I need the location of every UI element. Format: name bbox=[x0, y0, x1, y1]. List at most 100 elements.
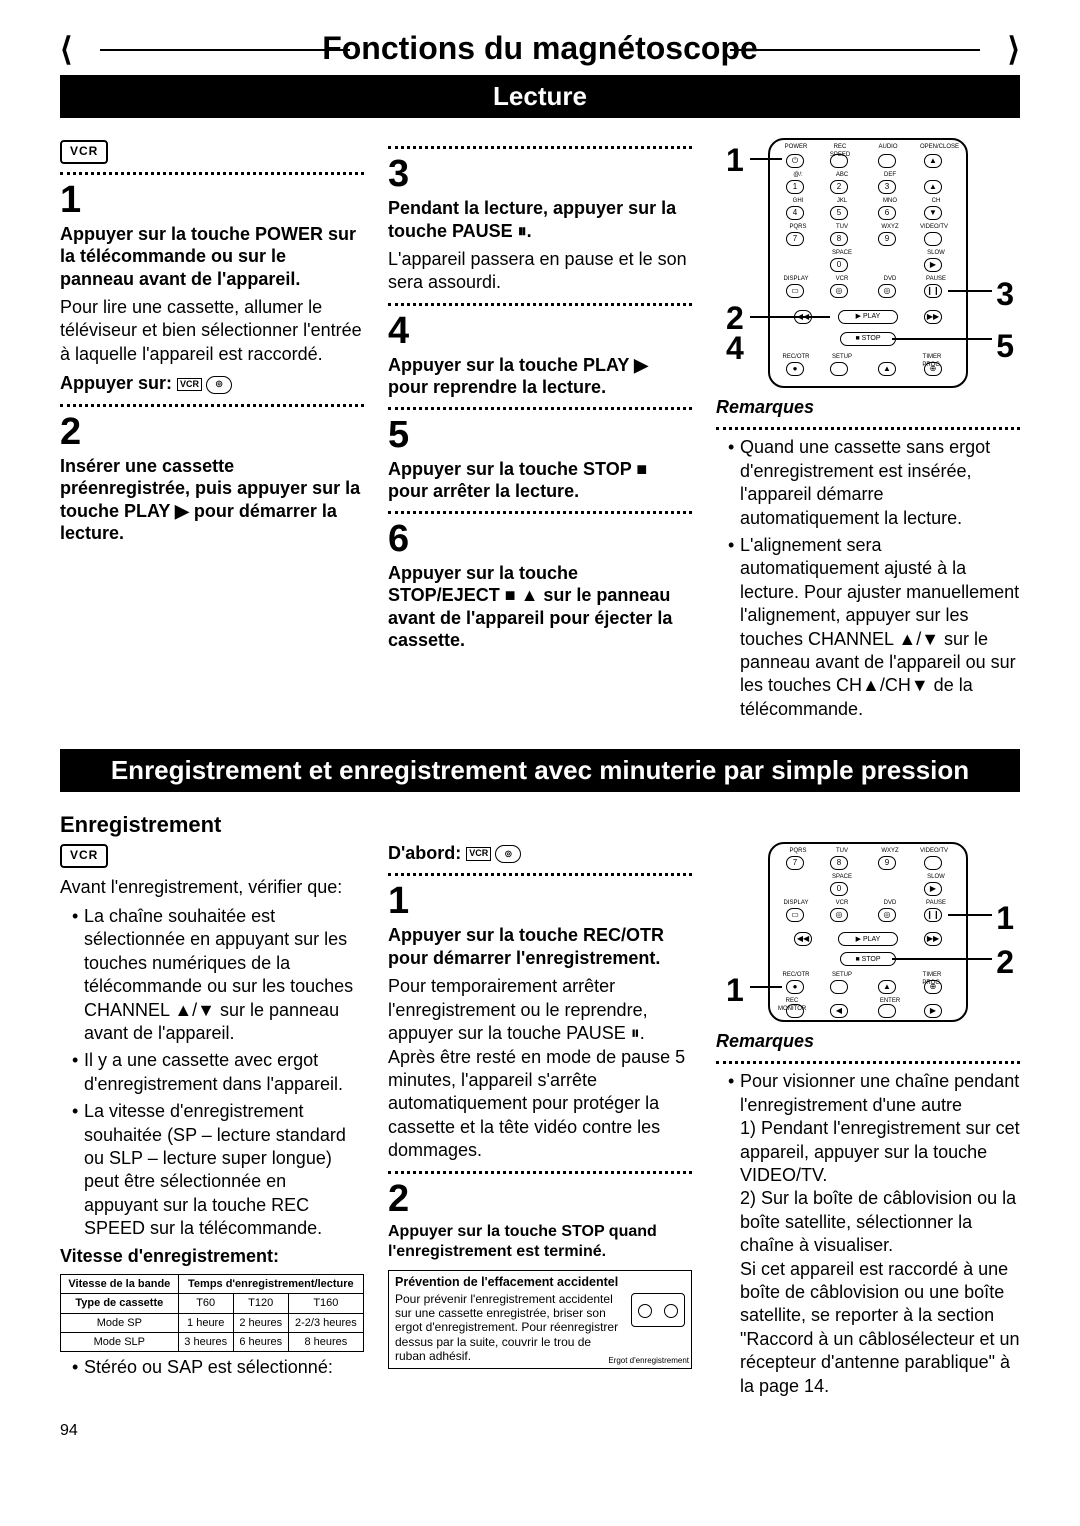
remote-lbl: PAUSE bbox=[922, 900, 950, 908]
remote-lbl: DISPLAY bbox=[782, 276, 810, 284]
disc-icon: ◎ bbox=[206, 376, 232, 394]
remote-lbl: @/: bbox=[784, 172, 812, 180]
remote-num-3: 3 bbox=[878, 180, 896, 194]
vitesse-heading: Vitesse d'enregistrement: bbox=[60, 1245, 364, 1268]
remote-lbl: DISPLAY bbox=[782, 900, 810, 908]
remarque-item: Quand une cassette sans ergot d'enregist… bbox=[728, 436, 1020, 530]
table-cell: 2-2/3 heures bbox=[288, 1313, 363, 1332]
step-1-body: Pour lire une cassette, allumer le télév… bbox=[60, 296, 364, 366]
callout-5: 5 bbox=[996, 326, 1014, 368]
remote-lbl: PQRS bbox=[784, 224, 812, 232]
table-row: Vitesse de la bande Temps d'enregistreme… bbox=[61, 1274, 364, 1293]
enreg-check-4: Stéréo ou SAP est sélectionné: bbox=[72, 1356, 364, 1379]
enreg-col-2: D'abord: VCR ◎ 1 Appuyer sur la touche R… bbox=[388, 842, 692, 1402]
remote-enter bbox=[878, 1004, 896, 1018]
dotted-divider bbox=[60, 404, 364, 407]
callout-line bbox=[750, 158, 782, 160]
enreg-checklist: La chaîne souhaitée est sélectionnée en … bbox=[60, 905, 364, 1240]
remote-recspeed-button bbox=[830, 154, 848, 168]
remote-num-5: 5 bbox=[830, 206, 848, 220]
remote-power-button: ⏻ bbox=[786, 154, 804, 168]
remote-lbl: JKL bbox=[828, 198, 856, 206]
remarque-item: Pour visionner une chaîne pendant l'enre… bbox=[728, 1070, 1020, 1397]
remote-slow: ▶ bbox=[924, 258, 942, 272]
remote-diagram-small: PQRS TUV WXYZ VIDEO/TV 7 8 9 SPACE SLOW … bbox=[768, 842, 968, 1022]
callout-4: 4 bbox=[726, 328, 744, 370]
callout-line bbox=[892, 338, 992, 340]
dotted-divider bbox=[388, 873, 692, 876]
remote-num-8: 8 bbox=[830, 232, 848, 246]
callout-2r: 2 bbox=[996, 942, 1014, 984]
remote-figure-enreg: PQRS TUV WXYZ VIDEO/TV 7 8 9 SPACE SLOW … bbox=[728, 842, 1008, 1022]
remote-lbl: VCR bbox=[828, 900, 856, 908]
step-3-instruction: Pendant la lecture, appuyer sur la touch… bbox=[388, 197, 692, 242]
table-cell: Mode SP bbox=[61, 1313, 179, 1332]
step-1-number: 1 bbox=[60, 181, 364, 219]
remote-vcr: ◎ bbox=[830, 908, 848, 922]
table-cell: Mode SLP bbox=[61, 1332, 179, 1351]
lecture-col-2: 3 Pendant la lecture, appuyer sur la tou… bbox=[388, 138, 692, 725]
remote-lbl: SPACE bbox=[828, 874, 856, 882]
table-cell: 2 heures bbox=[233, 1313, 288, 1332]
remote-lbl: DVD bbox=[876, 276, 904, 284]
title-line-left bbox=[100, 49, 350, 51]
dotted-divider bbox=[716, 427, 1020, 430]
table-header: Vitesse de la bande bbox=[61, 1274, 179, 1293]
cassette-icon bbox=[631, 1293, 685, 1327]
page-number: 94 bbox=[60, 1422, 1020, 1440]
dotted-divider bbox=[60, 172, 364, 175]
disc-icon: ◎ bbox=[495, 845, 521, 863]
callout-line bbox=[948, 914, 992, 916]
remote-up: ▲ bbox=[878, 362, 896, 376]
step-2-instruction: Insérer une cassette préenregistrée, pui… bbox=[60, 455, 364, 545]
dotted-divider bbox=[388, 146, 692, 149]
remote-lbl: DVD bbox=[876, 900, 904, 908]
remote-setup bbox=[830, 980, 848, 994]
remote-diagram: POWER REC SPEED AUDIO OPEN/CLOSE ⏻ ▲ @/:… bbox=[768, 138, 968, 388]
remote-lbl: PAUSE bbox=[922, 276, 950, 284]
remote-num-2: 2 bbox=[830, 180, 848, 194]
step-5-number: 5 bbox=[388, 416, 692, 454]
remote-lbl: SETUP bbox=[828, 972, 856, 980]
enreg-col-1: VCR Avant l'enregistrement, vérifier que… bbox=[60, 842, 364, 1402]
remote-left: ◀ bbox=[830, 1004, 848, 1018]
remote-num-9: 9 bbox=[878, 232, 896, 246]
enreg-step-1-instr: Appuyer sur la touche REC/OTR pour démar… bbox=[388, 924, 692, 969]
step-3-body: L'appareil passera en pause et le son se… bbox=[388, 248, 692, 295]
remote-play-button: ▶ PLAY bbox=[838, 932, 898, 946]
enreg-intro: Avant l'enregistrement, vérifier que: bbox=[60, 876, 364, 899]
vcr-badge: VCR bbox=[60, 844, 108, 868]
remote-lbl: SLOW bbox=[922, 874, 950, 882]
lecture-columns: VCR 1 Appuyer sur la touche POWER sur la… bbox=[60, 138, 1020, 725]
remote-lbl: MNO bbox=[876, 198, 904, 206]
callout-1r: 1 bbox=[996, 898, 1014, 940]
remote-play-button: ▶ PLAY bbox=[838, 310, 898, 324]
enreg-step-2-number: 2 bbox=[388, 1180, 692, 1218]
remote-right: ▶ bbox=[924, 1004, 942, 1018]
enreg-check-1: La chaîne souhaitée est sélectionnée en … bbox=[72, 905, 364, 1045]
remote-openclose-button: ▲ bbox=[924, 154, 942, 168]
step-3-number: 3 bbox=[388, 155, 692, 193]
dabord-label: D'abord: VCR ◎ bbox=[388, 842, 692, 865]
enregistrement-subhead: Enregistrement bbox=[60, 812, 1020, 838]
remote-num-6: 6 bbox=[878, 206, 896, 220]
step-5-instruction: Appuyer sur la touche STOP ■ pour arrête… bbox=[388, 458, 692, 503]
enreg-check-2: Il y a une cassette avec ergot d'enregis… bbox=[72, 1049, 364, 1096]
enreg-step-1-number: 1 bbox=[388, 882, 692, 920]
remote-setup bbox=[830, 362, 848, 376]
remote-lbl: VIDEO/TV bbox=[920, 224, 948, 232]
remote-num-4: 4 bbox=[786, 206, 804, 220]
remote-lbl: SETUP bbox=[828, 354, 856, 362]
vcr-badge: VCR bbox=[60, 140, 108, 164]
callout-1l: 1 bbox=[726, 970, 744, 1012]
remote-lbl: CH bbox=[922, 198, 950, 206]
remote-lbl: TUV bbox=[828, 224, 856, 232]
remote-num-7: 7 bbox=[786, 232, 804, 246]
remarque-item: L'alignement sera automatiquement ajusté… bbox=[728, 534, 1020, 721]
remote-lbl: REC/OTR bbox=[782, 972, 810, 980]
remote-lbl: TUV bbox=[828, 848, 856, 856]
remote-ff: ▶▶ bbox=[924, 932, 942, 946]
remote-lbl: REC/OTR bbox=[782, 354, 810, 362]
remote-lbl: DEF bbox=[876, 172, 904, 180]
remote-num-0: 0 bbox=[830, 258, 848, 272]
